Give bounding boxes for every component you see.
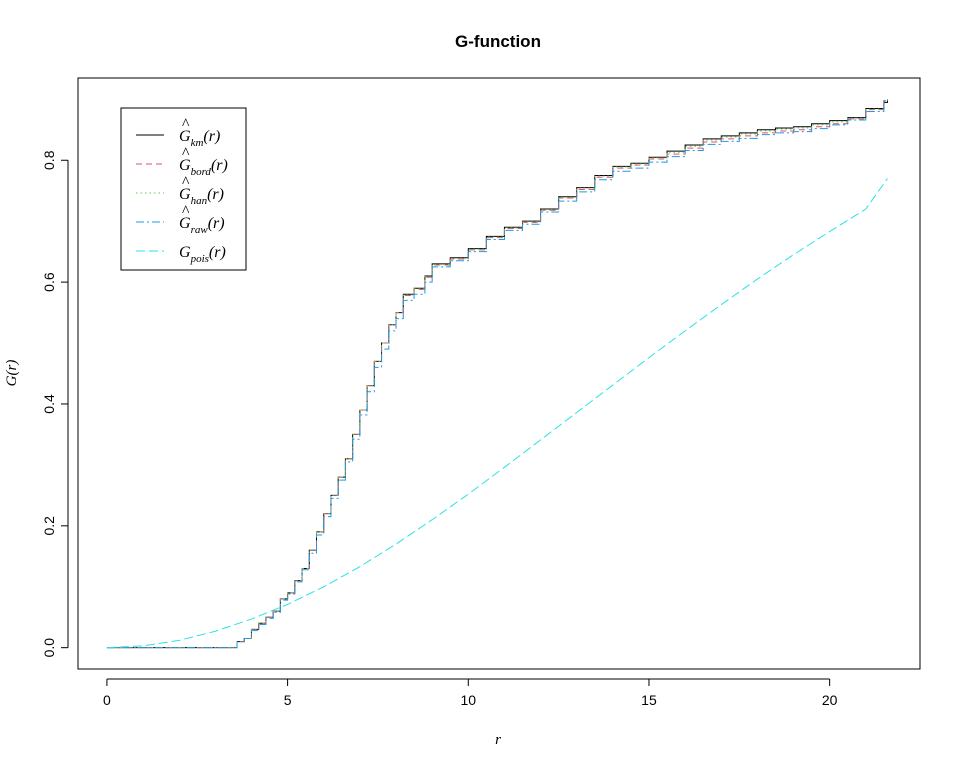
series-line-pois xyxy=(106,178,888,649)
legend-entry-bord: Gbord(r) xyxy=(179,157,228,178)
chart-title: G-function xyxy=(455,32,541,51)
x-tick-label: 15 xyxy=(641,692,657,708)
x-tick-label: 0 xyxy=(103,692,111,708)
legend-hat-icon: ^ xyxy=(182,145,190,162)
legend-entry-raw: Graw(r) xyxy=(179,215,225,236)
y-tick-label: 0.4 xyxy=(41,394,57,414)
y-tick-label: 0.6 xyxy=(41,272,57,292)
y-tick-label: 0.2 xyxy=(41,516,57,536)
x-tick-label: 10 xyxy=(460,692,476,708)
y-tick-label: 0.0 xyxy=(41,638,57,658)
x-tick-label: 20 xyxy=(822,692,838,708)
series-line-raw xyxy=(106,99,888,649)
y-axis-label: G(r) xyxy=(4,360,20,387)
x-tick-label: 5 xyxy=(284,692,292,708)
legend-entry-km: Gkm(r) xyxy=(179,128,220,149)
x-axis: 0 5 10 15 20 xyxy=(103,678,838,708)
series-line-bord xyxy=(106,99,888,649)
legend-hat-icon: ^ xyxy=(182,203,190,220)
legend: Gkm(r)^Gbord(r)^Ghan(r)^Graw(r)^Gpois(r) xyxy=(120,107,247,271)
legend-hat-icon: ^ xyxy=(182,116,190,133)
y-axis: 0.0 0.2 0.4 0.6 0.8 xyxy=(41,150,69,658)
plot-frame xyxy=(77,77,921,670)
x-axis-label: r xyxy=(495,732,501,748)
y-tick-label: 0.8 xyxy=(41,150,57,170)
series-layer xyxy=(106,99,888,649)
legend-entry-han: Ghan(r) xyxy=(179,186,224,207)
legend-entry-pois: Gpois(r) xyxy=(179,244,226,265)
legend-hat-icon: ^ xyxy=(182,174,190,191)
